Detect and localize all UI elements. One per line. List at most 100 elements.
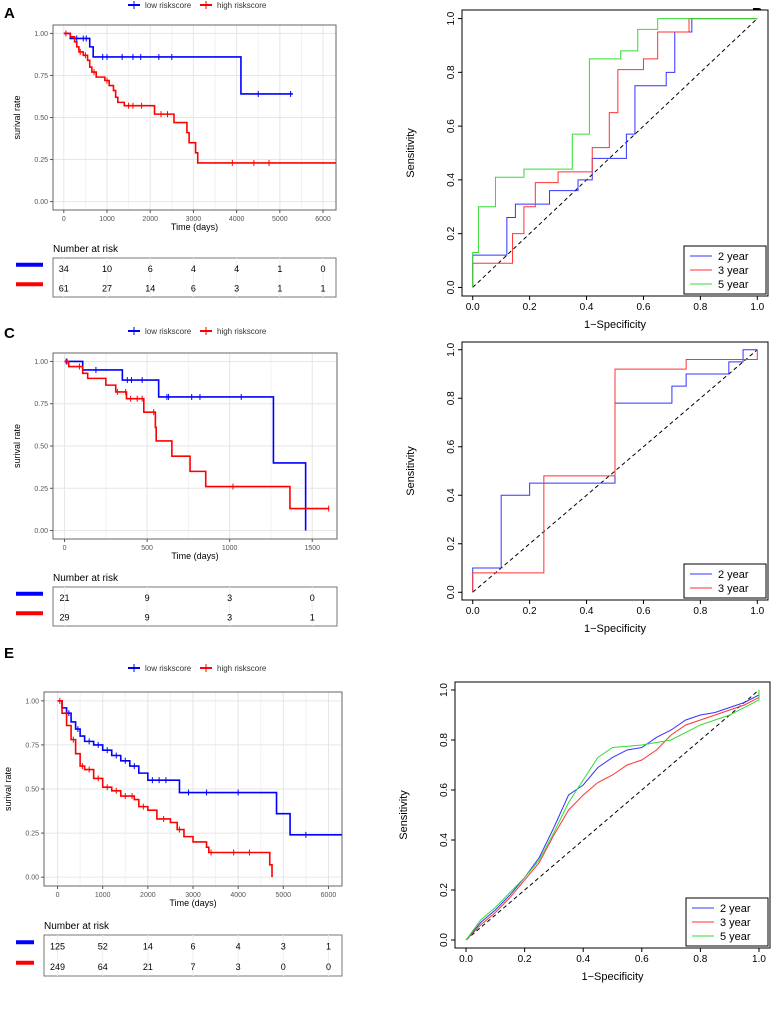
risk-count: 34 — [59, 264, 69, 274]
y-tick-label: 0.25 — [34, 486, 48, 493]
x-tick-label: 0.4 — [580, 302, 594, 313]
roc-curve — [465, 689, 760, 941]
panel-label: C — [4, 325, 15, 342]
x-tick-label: 0.8 — [693, 302, 707, 313]
y-tick-label: 0.4 — [439, 833, 450, 847]
risk-count: 6 — [148, 264, 153, 274]
risk-count: 6 — [191, 283, 196, 293]
y-tick-label: 0.75 — [34, 73, 48, 80]
risk-count: 3 — [234, 283, 239, 293]
x-tick-label: 1500 — [304, 545, 320, 552]
y-axis-title: surival rate — [12, 95, 22, 139]
y-tick-label: 0.2 — [446, 226, 457, 240]
reference-diagonal — [472, 349, 758, 593]
roc-curve — [472, 18, 758, 288]
legend-label: high riskscore — [217, 1, 267, 10]
x-tick-label: 1000 — [95, 892, 111, 899]
x-tick-label: 0.8 — [693, 954, 707, 965]
risk-count: 249 — [50, 962, 65, 972]
y-tick-label: 0.50 — [25, 787, 39, 794]
y-tick-label: 0.4 — [446, 488, 457, 502]
x-tick-label: 0 — [62, 216, 66, 223]
y-tick-label: 0.6 — [439, 783, 450, 797]
risk-count: 29 — [60, 612, 70, 622]
risk-count: 1 — [277, 264, 282, 274]
x-tick-label: 4000 — [229, 216, 245, 223]
x-tick-label: 5000 — [276, 892, 292, 899]
risk-count: 4 — [236, 941, 241, 951]
km-curve-high — [57, 700, 273, 878]
legend-box — [683, 563, 767, 599]
risk-count: 52 — [98, 941, 108, 951]
x-tick-label: 0 — [56, 892, 60, 899]
risk-count: 7 — [190, 962, 195, 972]
risk-count: 10 — [102, 264, 112, 274]
risk-table-title: Number at risk — [44, 921, 110, 932]
y-tick-label: 0.0 — [439, 933, 450, 947]
x-axis-title: 1−Specificity — [584, 623, 647, 635]
x-tick-label: 1000 — [222, 545, 238, 552]
risk-count: 6 — [190, 941, 195, 951]
legend-label: 5 year — [720, 931, 751, 943]
risk-count: 0 — [281, 962, 286, 972]
legend-label: 3 year — [720, 917, 751, 929]
y-tick-label: 0.00 — [34, 528, 48, 535]
roc-curve — [465, 689, 760, 941]
y-axis-title: surival rate — [3, 767, 13, 811]
legend-label: low riskscore — [145, 664, 192, 673]
y-tick-label: 1.0 — [446, 11, 457, 25]
risk-count: 3 — [281, 941, 286, 951]
x-tick-label: 5000 — [272, 216, 288, 223]
legend-label: low riskscore — [145, 327, 192, 336]
km-curve-high — [63, 32, 336, 164]
risk-count: 21 — [60, 593, 70, 603]
x-tick-label: 1.0 — [750, 302, 764, 313]
y-tick-label: 0.50 — [34, 115, 48, 122]
risk-count: 0 — [326, 962, 331, 972]
x-tick-label: 0.2 — [523, 606, 537, 617]
risk-count: 0 — [321, 264, 326, 274]
x-tick-label: 1.0 — [752, 954, 766, 965]
risk-count: 4 — [234, 264, 239, 274]
risk-count: 3 — [227, 612, 232, 622]
y-axis-title: surival rate — [12, 424, 22, 468]
x-axis-title: Time (days) — [169, 898, 216, 908]
x-axis-title: 1−Specificity — [581, 971, 644, 983]
y-tick-label: 1.0 — [439, 683, 450, 697]
y-tick-label: 0.8 — [446, 65, 457, 79]
risk-count: 1 — [321, 283, 326, 293]
risk-table — [52, 257, 337, 298]
x-tick-label: 0.2 — [523, 302, 537, 313]
risk-count: 64 — [98, 962, 108, 972]
legend-label: high riskscore — [217, 664, 267, 673]
risk-table-title: Number at risk — [53, 573, 119, 584]
legend-label: 2 year — [718, 569, 749, 581]
x-tick-label: 4000 — [230, 892, 246, 899]
x-tick-label: 3000 — [186, 216, 202, 223]
x-tick-label: 0.0 — [459, 954, 473, 965]
x-axis-title: Time (days) — [171, 551, 218, 561]
y-tick-label: 0.8 — [446, 391, 457, 405]
legend-label: 2 year — [718, 251, 749, 263]
x-tick-label: 0.6 — [637, 606, 651, 617]
legend-label: low riskscore — [145, 1, 192, 10]
y-tick-label: 0.50 — [34, 444, 48, 451]
risk-count: 0 — [310, 593, 315, 603]
y-tick-label: 0.0 — [446, 280, 457, 294]
risk-count: 21 — [143, 962, 153, 972]
legend-label: 3 year — [718, 583, 749, 595]
y-tick-label: 1.00 — [34, 31, 48, 38]
x-tick-label: 3000 — [185, 892, 201, 899]
y-tick-label: 0.25 — [34, 157, 48, 164]
risk-count: 1 — [277, 283, 282, 293]
x-axis-title: 1−Specificity — [584, 319, 647, 331]
y-tick-label: 0.2 — [439, 883, 450, 897]
risk-count: 9 — [145, 593, 150, 603]
y-tick-label: 0.4 — [446, 172, 457, 186]
risk-table-title: Number at risk — [53, 244, 119, 255]
x-tick-label: 6000 — [315, 216, 331, 223]
risk-count: 1 — [326, 941, 331, 951]
y-tick-label: 0.6 — [446, 119, 457, 133]
x-tick-label: 1.0 — [750, 606, 764, 617]
